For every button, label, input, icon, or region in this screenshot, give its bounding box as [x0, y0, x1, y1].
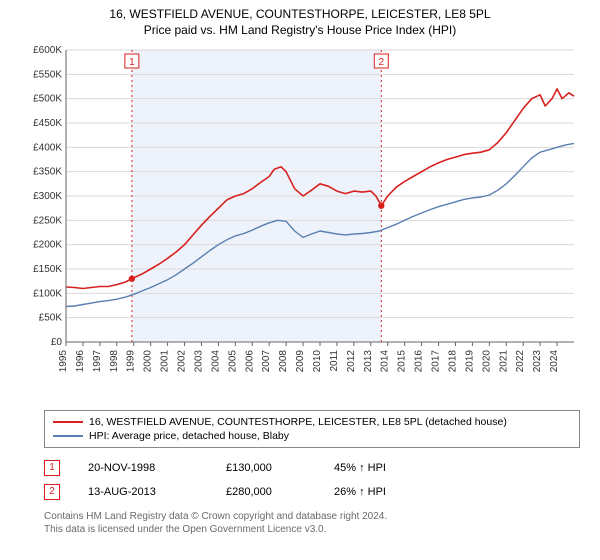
title-subtitle: Price paid vs. HM Land Registry's House …	[8, 22, 592, 38]
svg-text:2023: 2023	[532, 350, 543, 373]
svg-text:2019: 2019	[464, 350, 475, 373]
sale-date: 20-NOV-1998	[88, 462, 198, 474]
svg-text:1997: 1997	[92, 350, 103, 373]
footnote-line2: This data is licensed under the Open Gov…	[44, 523, 580, 536]
legend-label-hpi: HPI: Average price, detached house, Blab…	[89, 430, 289, 442]
svg-text:£250K: £250K	[33, 216, 62, 227]
svg-text:2013: 2013	[363, 350, 374, 373]
svg-text:2004: 2004	[210, 350, 221, 373]
svg-text:£200K: £200K	[33, 240, 62, 251]
sale-price: £280,000	[226, 486, 306, 498]
svg-text:1999: 1999	[126, 350, 137, 373]
svg-text:2002: 2002	[177, 350, 188, 373]
svg-text:£100K: £100K	[33, 289, 62, 300]
svg-text:2009: 2009	[295, 350, 306, 373]
sale-marker-1: 1	[44, 460, 60, 476]
svg-text:£0: £0	[51, 337, 63, 348]
svg-text:2012: 2012	[346, 350, 357, 373]
svg-text:2007: 2007	[261, 350, 272, 373]
sale-row: 1 20-NOV-1998 £130,000 45% ↑ HPI	[44, 456, 580, 480]
svg-text:2016: 2016	[414, 350, 425, 373]
svg-text:£500K: £500K	[33, 94, 62, 105]
svg-text:2011: 2011	[329, 350, 340, 372]
sale-delta: 45% ↑ HPI	[334, 462, 386, 474]
svg-text:£300K: £300K	[33, 191, 62, 202]
svg-text:2017: 2017	[431, 350, 442, 373]
legend: 16, WESTFIELD AVENUE, COUNTESTHORPE, LEI…	[44, 410, 580, 448]
svg-text:2005: 2005	[227, 350, 238, 373]
svg-text:2010: 2010	[312, 350, 323, 373]
svg-text:£450K: £450K	[33, 118, 62, 129]
svg-text:£50K: £50K	[39, 313, 63, 324]
sale-marker-2: 2	[44, 484, 60, 500]
svg-text:£350K: £350K	[33, 167, 62, 178]
svg-text:1995: 1995	[58, 350, 69, 373]
sale-date: 13-AUG-2013	[88, 486, 198, 498]
chart-title: 16, WESTFIELD AVENUE, COUNTESTHORPE, LEI…	[8, 6, 592, 38]
svg-text:2024: 2024	[549, 350, 560, 373]
svg-text:2021: 2021	[498, 350, 509, 373]
svg-text:1998: 1998	[109, 350, 120, 373]
sale-delta: 26% ↑ HPI	[334, 486, 386, 498]
svg-text:1996: 1996	[75, 350, 86, 373]
svg-text:2022: 2022	[515, 350, 526, 373]
svg-text:£150K: £150K	[33, 264, 62, 275]
svg-text:2: 2	[379, 57, 385, 68]
legend-swatch-hpi	[53, 435, 83, 437]
title-address: 16, WESTFIELD AVENUE, COUNTESTHORPE, LEI…	[8, 6, 592, 22]
legend-row-price: 16, WESTFIELD AVENUE, COUNTESTHORPE, LEI…	[53, 415, 571, 429]
svg-text:£550K: £550K	[33, 70, 62, 81]
sale-price: £130,000	[226, 462, 306, 474]
footnote-line1: Contains HM Land Registry data © Crown c…	[44, 510, 580, 523]
chart-area: £0 £50K £100K £150K £200K £250K £300K £350K £400…	[20, 42, 580, 402]
figure: 16, WESTFIELD AVENUE, COUNTESTHORPE, LEI…	[0, 0, 600, 540]
sale-row: 2 13-AUG-2013 £280,000 26% ↑ HPI	[44, 480, 580, 504]
svg-text:2018: 2018	[447, 350, 458, 373]
svg-text:2020: 2020	[481, 350, 492, 373]
svg-text:1: 1	[129, 57, 135, 68]
svg-text:2014: 2014	[380, 350, 391, 373]
svg-text:2003: 2003	[193, 350, 204, 373]
svg-text:£600K: £600K	[33, 45, 62, 56]
sales-list: 1 20-NOV-1998 £130,000 45% ↑ HPI 2 13-AU…	[44, 456, 580, 504]
svg-text:2008: 2008	[278, 350, 289, 373]
chart-svg: £0 £50K £100K £150K £200K £250K £300K £350K £400…	[20, 42, 580, 402]
svg-text:2000: 2000	[143, 350, 154, 373]
svg-text:£400K: £400K	[33, 143, 62, 154]
svg-text:2015: 2015	[397, 350, 408, 373]
legend-row-hpi: HPI: Average price, detached house, Blab…	[53, 429, 571, 443]
svg-text:2001: 2001	[160, 350, 171, 373]
legend-label-price: 16, WESTFIELD AVENUE, COUNTESTHORPE, LEI…	[89, 416, 507, 428]
svg-text:2006: 2006	[244, 350, 255, 373]
footnote: Contains HM Land Registry data © Crown c…	[44, 510, 580, 536]
legend-swatch-price	[53, 421, 83, 423]
